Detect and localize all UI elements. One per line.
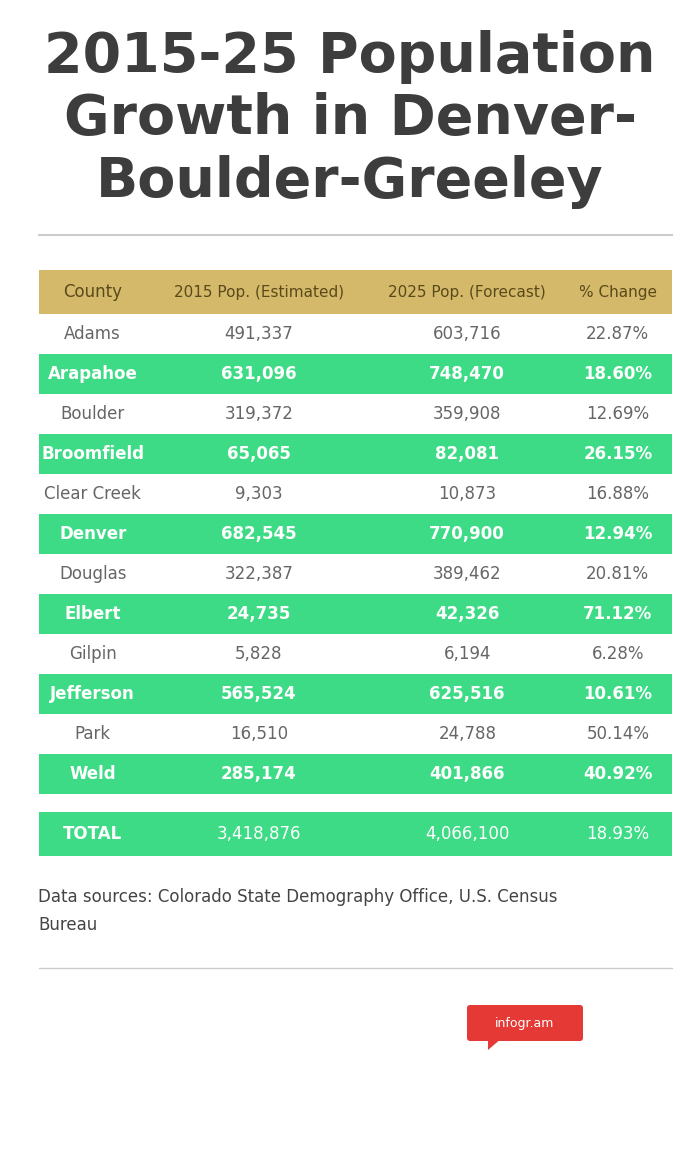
Text: 20.81%: 20.81% <box>586 565 650 583</box>
Text: 625,516: 625,516 <box>430 685 505 702</box>
Text: 5,828: 5,828 <box>235 645 283 663</box>
Text: 285,174: 285,174 <box>221 765 297 783</box>
Text: Broomfield: Broomfield <box>41 445 144 463</box>
Text: 389,462: 389,462 <box>433 565 502 583</box>
Text: 65,065: 65,065 <box>227 445 291 463</box>
Text: 24,735: 24,735 <box>227 605 291 623</box>
Text: % Change: % Change <box>579 285 657 300</box>
Text: TOTAL: TOTAL <box>63 825 122 843</box>
Bar <box>38 812 672 856</box>
Text: Adams: Adams <box>64 324 121 343</box>
Text: 565,524: 565,524 <box>221 685 297 702</box>
Text: 16.88%: 16.88% <box>587 485 650 504</box>
Text: 12.94%: 12.94% <box>583 525 652 543</box>
Text: 2015-25 Population
Growth in Denver-
Boulder-Greeley: 2015-25 Population Growth in Denver- Bou… <box>44 30 656 209</box>
Text: Weld: Weld <box>69 765 116 783</box>
Text: 2025 Pop. (Forecast): 2025 Pop. (Forecast) <box>389 285 546 300</box>
Text: 42,326: 42,326 <box>435 605 499 623</box>
Text: 9,303: 9,303 <box>235 485 283 504</box>
Text: 6,194: 6,194 <box>444 645 491 663</box>
Text: Park: Park <box>75 725 111 743</box>
Text: 491,337: 491,337 <box>225 324 293 343</box>
Text: 40.92%: 40.92% <box>583 765 652 783</box>
Bar <box>38 434 672 475</box>
Text: 82,081: 82,081 <box>435 445 499 463</box>
Text: 6.28%: 6.28% <box>592 645 644 663</box>
Text: 322,387: 322,387 <box>225 565 293 583</box>
Text: 18.93%: 18.93% <box>586 825 650 843</box>
Text: infogr.am: infogr.am <box>496 1016 554 1029</box>
Text: Clear Creek: Clear Creek <box>44 485 141 504</box>
Bar <box>38 675 672 714</box>
Text: 401,866: 401,866 <box>430 765 505 783</box>
Text: 4,066,100: 4,066,100 <box>425 825 510 843</box>
Text: County: County <box>63 283 122 301</box>
Bar <box>38 594 672 634</box>
Text: 16,510: 16,510 <box>230 725 288 743</box>
Text: Gilpin: Gilpin <box>69 645 117 663</box>
Bar <box>38 270 672 314</box>
Text: 770,900: 770,900 <box>429 525 505 543</box>
Text: Douglas: Douglas <box>59 565 127 583</box>
Bar <box>38 754 672 794</box>
Text: 603,716: 603,716 <box>433 324 502 343</box>
Text: 12.69%: 12.69% <box>586 405 650 423</box>
Text: 71.12%: 71.12% <box>583 605 652 623</box>
Text: 50.14%: 50.14% <box>587 725 650 743</box>
Text: 24,788: 24,788 <box>438 725 496 743</box>
Text: 10,873: 10,873 <box>438 485 496 504</box>
Bar <box>38 514 672 554</box>
Text: 359,908: 359,908 <box>433 405 501 423</box>
Text: 18.60%: 18.60% <box>583 365 652 383</box>
Text: 22.87%: 22.87% <box>586 324 650 343</box>
Text: Boulder: Boulder <box>61 405 125 423</box>
Text: 748,470: 748,470 <box>429 365 505 383</box>
Text: 10.61%: 10.61% <box>583 685 652 702</box>
Text: 319,372: 319,372 <box>225 405 293 423</box>
FancyBboxPatch shape <box>467 1005 583 1041</box>
Text: Jefferson: Jefferson <box>50 685 135 702</box>
Bar <box>38 354 672 394</box>
Text: Denver: Denver <box>59 525 127 543</box>
Text: 682,545: 682,545 <box>221 525 297 543</box>
Text: Arapahoe: Arapahoe <box>48 365 138 383</box>
Text: 631,096: 631,096 <box>221 365 297 383</box>
Polygon shape <box>488 1039 502 1050</box>
Text: Elbert: Elbert <box>64 605 121 623</box>
Text: 26.15%: 26.15% <box>583 445 652 463</box>
Text: Data sources: Colorado State Demography Office, U.S. Census
Bureau: Data sources: Colorado State Demography … <box>38 889 558 934</box>
Text: 3,418,876: 3,418,876 <box>217 825 301 843</box>
Text: 2015 Pop. (Estimated): 2015 Pop. (Estimated) <box>174 285 344 300</box>
